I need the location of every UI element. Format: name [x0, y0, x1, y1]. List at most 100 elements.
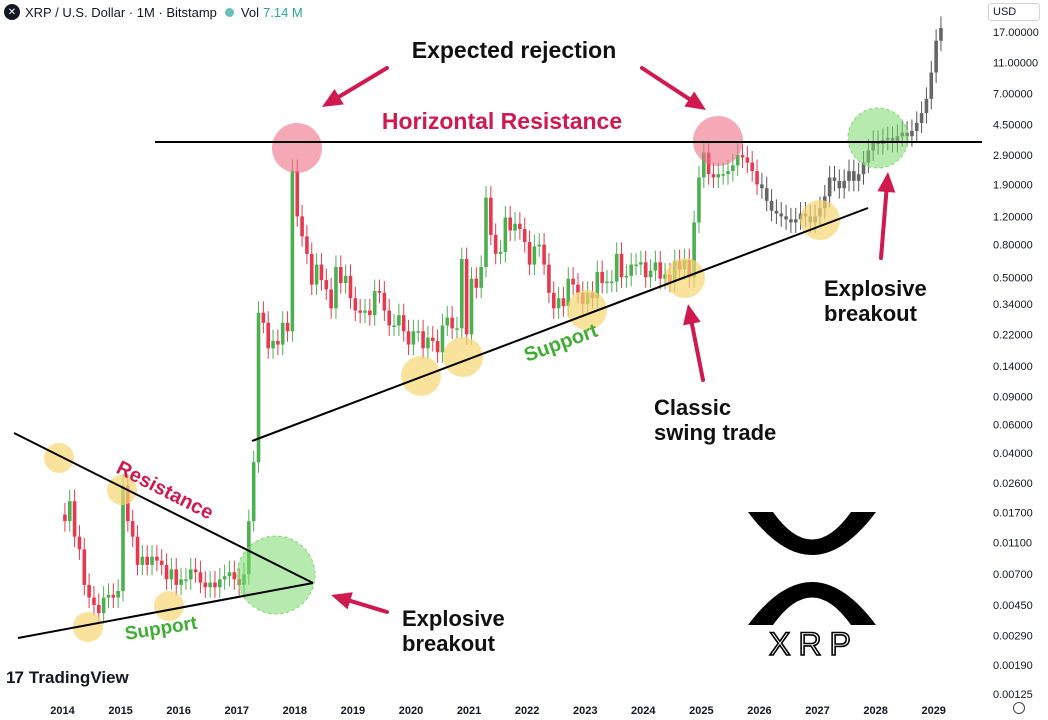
candle-down	[769, 200, 774, 211]
xrp-wordmark: XRP	[769, 626, 859, 662]
tradingview-name: TradingView	[28, 668, 129, 687]
candle-down	[377, 291, 382, 293]
candle-up	[629, 264, 633, 276]
candle-up	[856, 174, 861, 181]
classic-swing-label: swing trade	[654, 420, 776, 445]
candle-up	[861, 162, 866, 175]
candle-up	[692, 222, 696, 278]
candle-up	[731, 165, 735, 172]
horizontal-resistance-label: Horizontal Resistance	[382, 108, 622, 134]
candle-down	[319, 264, 324, 281]
y-tick-label: 0.00125	[993, 689, 1033, 701]
candle-down	[527, 242, 532, 265]
candle-up	[653, 262, 658, 271]
x-tick-label: 2018	[283, 705, 307, 717]
candle-up	[793, 219, 798, 223]
y-tick-label: 0.50000	[993, 272, 1033, 284]
candle-up	[610, 281, 614, 284]
support-touch-marker	[443, 337, 483, 377]
candle-down	[576, 284, 580, 293]
settings-gear-icon[interactable]	[1013, 702, 1025, 714]
arrow-swing-trade	[683, 304, 705, 382]
candle-up	[445, 317, 450, 326]
candle-down	[832, 177, 837, 181]
candle-up	[484, 197, 488, 267]
candle-down	[159, 560, 164, 565]
candle-up	[639, 262, 643, 265]
candle-down	[435, 341, 440, 353]
candle-down	[658, 262, 663, 279]
xrp-logo-watermark: XRP	[748, 512, 876, 663]
candle-up	[595, 271, 600, 299]
candle-up	[184, 579, 188, 581]
y-tick-label: 0.06000	[993, 420, 1033, 432]
x-tick-label: 2022	[515, 705, 539, 717]
candle-down	[789, 219, 793, 223]
currency-selector[interactable]: USD	[988, 3, 1040, 21]
candle-down	[266, 322, 270, 349]
arrow-rejection-left	[322, 66, 389, 107]
candle-up	[919, 113, 924, 123]
y-tick-label: 1.90000	[993, 179, 1033, 191]
candle-down	[164, 564, 169, 580]
candle-down	[421, 331, 425, 349]
y-tick-label: 11.00000	[993, 57, 1038, 69]
candle-up	[914, 122, 919, 131]
arrow-breakout-right	[877, 172, 896, 260]
y-tick-label: 0.22000	[993, 329, 1033, 341]
candle-up	[726, 171, 730, 175]
candle-down	[837, 180, 842, 189]
candle-down	[740, 155, 745, 158]
y-tick-label: 4.50000	[993, 119, 1033, 131]
candle-down	[406, 331, 411, 345]
candle-up	[503, 217, 508, 252]
candle-down	[353, 298, 358, 311]
candle-down	[571, 278, 575, 285]
x-tick-label: 2014	[50, 705, 75, 717]
candle-down	[300, 216, 304, 237]
volume-indicator-icon[interactable]	[224, 7, 234, 17]
candle-up	[827, 177, 832, 197]
candle-up	[934, 40, 938, 73]
candle-up	[910, 130, 914, 137]
candle-up	[842, 180, 846, 189]
candle-up	[624, 275, 629, 278]
candle-up	[455, 328, 459, 330]
candle-up	[939, 28, 943, 41]
candle-up	[256, 312, 261, 463]
candle-up	[140, 556, 145, 565]
candle-up	[605, 281, 609, 284]
candle-up	[460, 259, 464, 329]
candle-down	[285, 322, 290, 332]
x-tick-label: 2027	[805, 705, 829, 717]
candle-up	[416, 331, 421, 333]
vol-label: Vol	[240, 4, 259, 20]
candle-down	[551, 292, 556, 309]
candle-down	[619, 253, 624, 278]
candle-up	[208, 582, 212, 588]
candle-down	[430, 337, 435, 342]
candle-up	[150, 556, 154, 565]
chart-header: ✕ XRP / U.S. Dollar · 1M · Bitstamp Vol …	[4, 3, 303, 21]
candle-up	[363, 310, 367, 313]
candle-down	[97, 604, 101, 614]
y-tick-label: 0.01700	[993, 507, 1033, 519]
candle-up	[924, 98, 929, 114]
y-tick-label: 0.00700	[993, 569, 1033, 581]
y-tick-label: 0.00190	[993, 660, 1033, 672]
explosive-breakout-label: breakout	[824, 301, 918, 326]
y-tick-label: 7.00000	[993, 89, 1033, 101]
arrow-rejection-right	[640, 66, 706, 110]
x-tick-label: 2024	[631, 705, 656, 717]
candle-up	[227, 572, 232, 577]
x-tick-label: 2029	[921, 705, 945, 717]
candle-down	[130, 521, 135, 537]
candle-down	[760, 184, 764, 189]
x-tick-label: 2019	[341, 705, 365, 717]
currency-label: USD	[993, 6, 1017, 18]
support-touch-marker	[567, 290, 607, 330]
candle-up	[735, 155, 740, 166]
candle-up	[716, 174, 721, 178]
expected-rejection-label: Expected rejection	[412, 37, 617, 63]
resistance-trendline	[13, 432, 314, 584]
